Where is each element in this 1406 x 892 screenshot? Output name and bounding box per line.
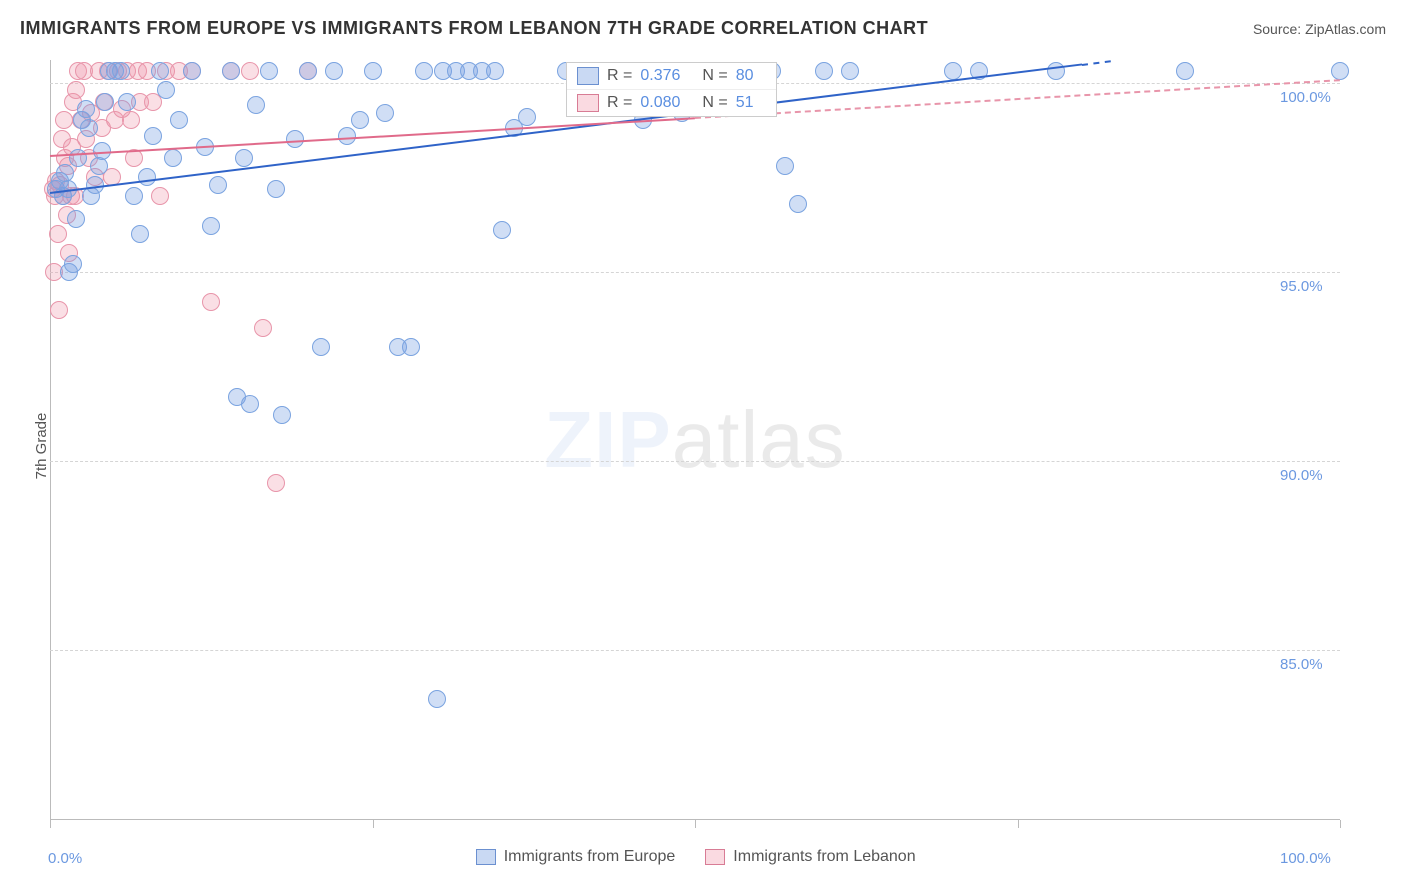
trend-line [1082,60,1111,66]
stats-r-label: R = [607,67,632,85]
scatter-point-europe [164,149,182,167]
scatter-point-europe [415,62,433,80]
title-row: IMMIGRANTS FROM EUROPE VS IMMIGRANTS FRO… [20,18,1386,39]
scatter-point-lebanon [50,301,68,319]
stats-row: R = 0.080 N = 51 [567,89,776,116]
y-tick-label: 95.0% [1280,278,1323,295]
scatter-point-europe [157,81,175,99]
scatter-point-europe [776,157,794,175]
stats-r-value: 0.376 [640,67,694,85]
y-gridline [50,650,1340,651]
scatter-point-europe [144,127,162,145]
bottom-legend: Immigrants from Europe Immigrants from Le… [476,848,916,866]
stats-r-value: 0.080 [640,94,694,112]
scatter-point-europe [364,62,382,80]
scatter-point-europe [241,395,259,413]
chart-container: IMMIGRANTS FROM EUROPE VS IMMIGRANTS FRO… [0,0,1406,892]
x-tick-label: 100.0% [1280,850,1331,867]
scatter-point-europe [402,338,420,356]
scatter-point-europe [299,62,317,80]
scatter-point-europe [235,149,253,167]
legend-label: Immigrants from Lebanon [733,848,915,866]
legend-item: Immigrants from Europe [476,848,676,866]
x-tick [695,820,696,828]
stats-r-label: R = [607,94,632,112]
plot-area: ZIPatlas 100.0%95.0%90.0%85.0%0.0%100.0% [50,60,1340,820]
scatter-point-europe [222,62,240,80]
scatter-point-europe [170,111,188,129]
scatter-point-lebanon [202,293,220,311]
scatter-point-europe [267,180,285,198]
stats-n-label: N = [702,94,727,112]
scatter-point-europe [118,93,136,111]
source-attribution: Source: ZipAtlas.com [1253,21,1386,37]
scatter-point-europe [338,127,356,145]
scatter-point-europe [351,111,369,129]
watermark-atlas: atlas [672,395,846,484]
scatter-point-europe [138,168,156,186]
legend-label: Immigrants from Europe [504,848,676,866]
stats-n-label: N = [702,67,727,85]
y-gridline [50,272,1340,273]
x-tick [50,820,51,828]
scatter-point-europe [209,176,227,194]
legend-swatch [705,849,725,865]
scatter-point-lebanon [49,225,67,243]
scatter-point-lebanon [267,474,285,492]
scatter-point-europe [151,62,169,80]
scatter-point-lebanon [151,187,169,205]
scatter-point-europe [183,62,201,80]
stats-legend-box: R = 0.376 N = 80 R = 0.080 N = 51 [566,62,777,117]
x-tick-minor [1018,820,1019,828]
scatter-point-europe [789,195,807,213]
scatter-point-europe [841,62,859,80]
x-tick-minor [373,820,374,828]
stats-row: R = 0.376 N = 80 [567,63,776,89]
watermark: ZIPatlas [544,394,845,486]
scatter-point-europe [325,62,343,80]
scatter-point-lebanon [241,62,259,80]
watermark-zip: ZIP [544,395,671,484]
x-tick [1340,820,1341,828]
scatter-point-europe [80,119,98,137]
y-gridline [50,461,1340,462]
legend-swatch [476,849,496,865]
scatter-point-lebanon [122,111,140,129]
series-swatch [577,67,599,85]
scatter-point-europe [1176,62,1194,80]
scatter-point-europe [67,210,85,228]
scatter-point-lebanon [254,319,272,337]
scatter-point-lebanon [67,81,85,99]
y-axis-label: 7th Grade [33,413,50,480]
source-prefix: Source: [1253,21,1305,37]
y-tick-label: 85.0% [1280,656,1323,673]
scatter-point-europe [486,62,504,80]
legend-item: Immigrants from Lebanon [705,848,915,866]
scatter-point-europe [131,225,149,243]
source-link[interactable]: ZipAtlas.com [1305,21,1386,37]
series-swatch [577,94,599,112]
scatter-point-europe [202,217,220,235]
scatter-point-europe [815,62,833,80]
scatter-point-europe [518,108,536,126]
scatter-point-europe [428,690,446,708]
scatter-point-europe [247,96,265,114]
scatter-point-europe [493,221,511,239]
scatter-point-europe [64,255,82,273]
scatter-point-lebanon [55,111,73,129]
scatter-point-europe [96,93,114,111]
x-tick-label: 0.0% [48,850,82,867]
scatter-point-europe [273,406,291,424]
scatter-point-europe [260,62,278,80]
scatter-point-europe [1331,62,1349,80]
stats-n-value: 80 [736,67,766,85]
scatter-point-europe [376,104,394,122]
scatter-point-europe [312,338,330,356]
chart-title: IMMIGRANTS FROM EUROPE VS IMMIGRANTS FRO… [20,18,928,39]
y-tick-label: 90.0% [1280,467,1323,484]
scatter-point-europe [125,187,143,205]
y-tick-label: 100.0% [1280,89,1331,106]
stats-n-value: 51 [736,94,766,112]
